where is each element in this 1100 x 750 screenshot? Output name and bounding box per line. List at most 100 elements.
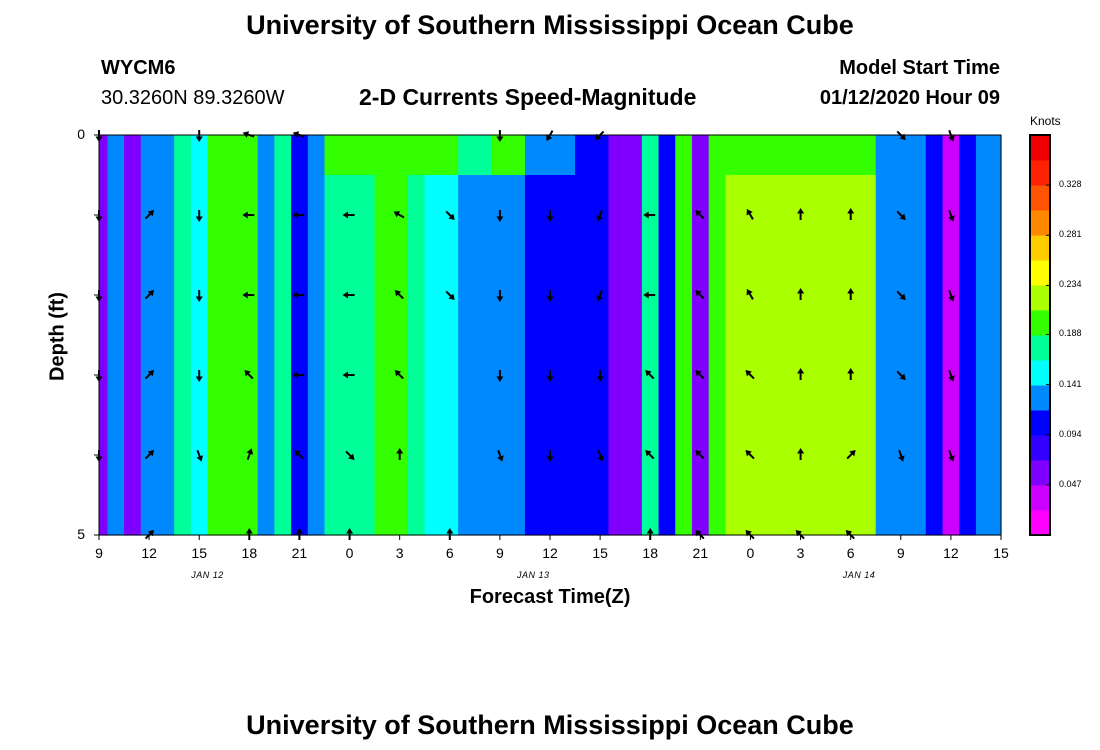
heatmap-cell [107,135,125,176]
heatmap-cell [742,495,760,536]
heatmap-cell [408,255,426,336]
x-tick-label: 15 [191,545,207,561]
heatmap-cell [625,495,643,536]
heatmap-cell [859,175,877,256]
heatmap-cell [859,415,877,496]
heatmap-cell [408,135,426,176]
heatmap-cell [424,175,443,256]
heatmap-cell [975,135,994,176]
colorbar-segment [1030,510,1050,536]
heatmap-cell [357,415,376,496]
colorbar-segment [1030,360,1050,386]
colorbar-segment [1030,410,1050,436]
heatmap-cell [508,415,526,496]
heatmap-cell [140,495,159,536]
heatmap-cell [257,255,275,336]
heatmap-cell [274,255,292,336]
x-tick-label: 21 [291,545,308,561]
heatmap-cell [124,335,142,416]
heatmap-cell [825,495,843,536]
heatmap-cell [909,415,927,496]
heatmap-cell [107,495,125,536]
heatmap-cell [808,415,827,496]
heatmap-cell [107,255,125,336]
heatmap-cell [625,255,643,336]
current-vector-arrow [95,210,103,222]
x-tick-label: 21 [692,545,709,561]
heatmap-cell [792,135,810,176]
heatmap-cell [725,135,743,176]
heatmap-cell [859,135,877,176]
heatmap-cell [825,415,843,496]
x-date-label: JAN 12 [191,570,224,580]
heatmap-cell [792,495,810,536]
heatmap-cell [107,335,125,416]
current-vector-arrow [595,130,605,140]
current-vector-arrow [896,290,906,300]
heatmap-cell [875,135,894,176]
current-vector-arrow [496,130,504,142]
heatmap-cell [658,495,676,536]
heatmap-cell [909,175,927,256]
heatmap-cell [408,495,426,536]
current-vector-arrow [896,370,906,380]
heatmap-cell [875,415,894,496]
heatmap-cell [391,135,409,176]
current-vector-arrow [292,291,305,299]
current-vector-arrow [846,450,856,460]
heatmap-cell [992,255,1002,336]
heatmap-cell [675,135,693,176]
heatmap-cell [257,335,275,416]
current-vector-arrow [745,450,755,460]
current-vector-arrow [746,208,754,220]
heatmap-cell [842,135,860,176]
station-coordinates: 30.3260N 89.3260W [101,87,285,109]
heatmap-cell [99,135,108,176]
heatmap-cell [725,255,743,336]
heatmap-cell [725,495,743,536]
heatmap-cell [691,135,710,176]
heatmap-cell [207,175,225,256]
heatmap-cell [909,335,927,416]
heatmap-cell [825,255,843,336]
heatmap-cell [625,335,643,416]
heatmap-cell [424,415,443,496]
heatmap-cell [324,335,342,416]
x-tick-label: 9 [896,545,905,561]
heatmap-cell [374,415,392,496]
heatmap-cell [424,335,443,416]
heatmap-cell [975,255,994,336]
colorbar-tick-label: 0.188 [1059,328,1082,339]
heatmap-cell [99,495,108,536]
heatmap-cell [925,495,944,536]
heatmap-cell [575,135,593,176]
heatmap-cell [224,255,242,336]
heatmap-cell [658,175,676,256]
colorbar-tick-label: 0.234 [1059,279,1082,290]
heatmap-cell [257,135,275,176]
current-vector-arrow [393,211,405,219]
heatmap-cell [157,135,175,176]
current-vector-arrow [643,211,656,219]
current-vector-arrow [847,288,855,300]
heatmap-cell [474,335,493,416]
heatmap-cell [875,175,894,256]
current-vector-arrow [246,448,254,461]
page-title-top: University of Southern Mississippi Ocean… [246,10,854,40]
heatmap-cell [675,335,693,416]
current-vector-arrow [445,290,455,300]
heatmap-cell [909,255,927,336]
heatmap-cell [174,255,192,336]
y-tick-label: 0 [77,126,85,142]
heatmap-cell [324,135,342,176]
current-vector-arrow [845,530,855,540]
colorbar-segment [1030,235,1050,261]
heatmap-cell [758,135,777,176]
heatmap-cell [207,135,225,176]
heatmap-cell [508,335,526,416]
current-vector-arrow [745,530,755,540]
heatmap-cell [625,135,643,176]
heatmap-cell [775,135,793,176]
heatmap-cell [992,495,1002,536]
heatmap-cell [608,175,626,256]
